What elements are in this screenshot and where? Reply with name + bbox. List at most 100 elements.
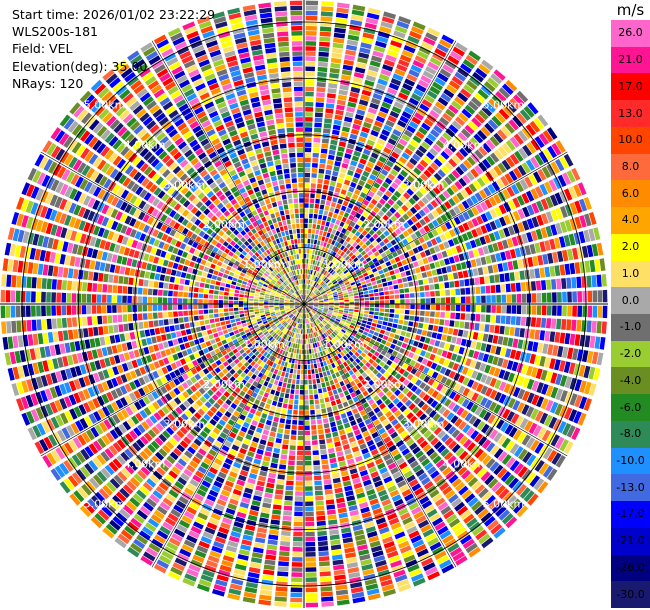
velocity-gate — [370, 402, 378, 410]
velocity-gate — [485, 314, 491, 323]
velocity-gate — [530, 139, 541, 151]
velocity-gate — [345, 255, 350, 261]
velocity-gate — [349, 239, 355, 245]
velocity-gate — [341, 475, 350, 482]
velocity-gate — [343, 292, 348, 296]
velocity-gate — [418, 454, 428, 463]
velocity-gate — [333, 367, 338, 373]
velocity-gate — [535, 228, 543, 240]
velocity-gate — [559, 375, 568, 387]
velocity-gate — [288, 373, 293, 379]
velocity-gate — [462, 387, 470, 397]
velocity-gate — [275, 375, 281, 381]
velocity-gate — [265, 487, 274, 494]
velocity-gate — [317, 178, 323, 184]
velocity-gate — [296, 379, 300, 385]
velocity-gate — [489, 377, 497, 388]
velocity-gate — [267, 477, 276, 484]
velocity-gate — [521, 233, 529, 244]
velocity-gate — [517, 164, 527, 176]
velocity-gate — [537, 168, 547, 181]
velocity-gate — [394, 178, 402, 186]
velocity-gate — [413, 280, 419, 286]
velocity-gate — [319, 204, 325, 210]
velocity-gate — [333, 224, 339, 230]
velocity-gate — [486, 305, 491, 313]
velocity-gate — [322, 418, 329, 424]
velocity-gate — [316, 284, 320, 289]
velocity-gate — [335, 584, 348, 591]
velocity-gate — [345, 111, 354, 118]
velocity-gate — [304, 302, 309, 304]
velocity-gate — [421, 41, 434, 51]
velocity-gate — [285, 388, 290, 394]
velocity-gate — [311, 234, 315, 239]
velocity-gate — [399, 288, 405, 294]
velocity-gate — [305, 476, 313, 481]
velocity-gate — [384, 398, 392, 406]
velocity-gate — [357, 57, 368, 64]
velocity-gate — [334, 415, 341, 421]
velocity-gate — [313, 265, 317, 271]
velocity-gate — [409, 310, 415, 315]
velocity-gate — [424, 462, 434, 471]
velocity-gate — [367, 107, 378, 115]
velocity-gate — [335, 109, 344, 116]
velocity-gate — [329, 244, 334, 250]
velocity-gate — [317, 240, 321, 246]
velocity-gate — [328, 335, 333, 341]
velocity-gate — [460, 261, 467, 270]
velocity-gate — [507, 199, 516, 210]
velocity-gate — [351, 248, 357, 254]
velocity-gate — [434, 497, 446, 507]
velocity-gate — [328, 519, 338, 525]
velocity-gate — [379, 26, 392, 34]
velocity-gate — [475, 258, 482, 267]
velocity-gate — [318, 298, 323, 300]
velocity-gate — [369, 297, 375, 301]
velocity-gate — [485, 344, 492, 353]
velocity-gate — [579, 215, 587, 228]
velocity-gate — [516, 293, 522, 303]
velocity-gate — [334, 187, 341, 193]
velocity-gate — [315, 290, 320, 295]
velocity-gate — [504, 326, 510, 336]
velocity-gate — [399, 225, 406, 232]
velocity-gate — [304, 238, 307, 244]
velocity-gate — [419, 382, 427, 390]
velocity-gate — [596, 321, 602, 334]
velocity-gate — [353, 172, 361, 179]
velocity-gate — [327, 88, 337, 94]
velocity-gate — [348, 186, 355, 193]
velocity-gate — [300, 379, 304, 385]
velocity-gate — [376, 255, 383, 261]
velocity-gate — [545, 196, 554, 209]
velocity-gate — [332, 265, 338, 270]
velocity-gate — [304, 213, 309, 218]
velocity-gate — [481, 455, 492, 466]
velocity-gate — [471, 381, 479, 391]
velocity-gate — [369, 293, 374, 297]
velocity-gate — [259, 589, 273, 596]
velocity-gate — [408, 352, 415, 359]
velocity-gate — [551, 318, 557, 329]
velocity-gate — [369, 329, 375, 335]
velocity-gate — [336, 277, 342, 282]
velocity-gate — [376, 337, 382, 343]
velocity-gate — [305, 86, 315, 92]
velocity-gate — [372, 319, 378, 324]
velocity-gate — [435, 297, 441, 304]
velocity-gate — [398, 283, 404, 289]
velocity-gate — [490, 314, 496, 323]
velocity-gate — [256, 427, 263, 434]
velocity-gate — [344, 299, 349, 302]
velocity-gate — [313, 321, 317, 326]
velocity-gate — [338, 295, 344, 299]
velocity-gate — [561, 278, 567, 289]
velocity-gate — [325, 108, 334, 114]
velocity-gate — [349, 306, 354, 309]
velocity-gate — [371, 97, 381, 105]
velocity-gate — [466, 390, 475, 399]
velocity-gate — [308, 344, 311, 349]
velocity-gate — [360, 250, 367, 256]
